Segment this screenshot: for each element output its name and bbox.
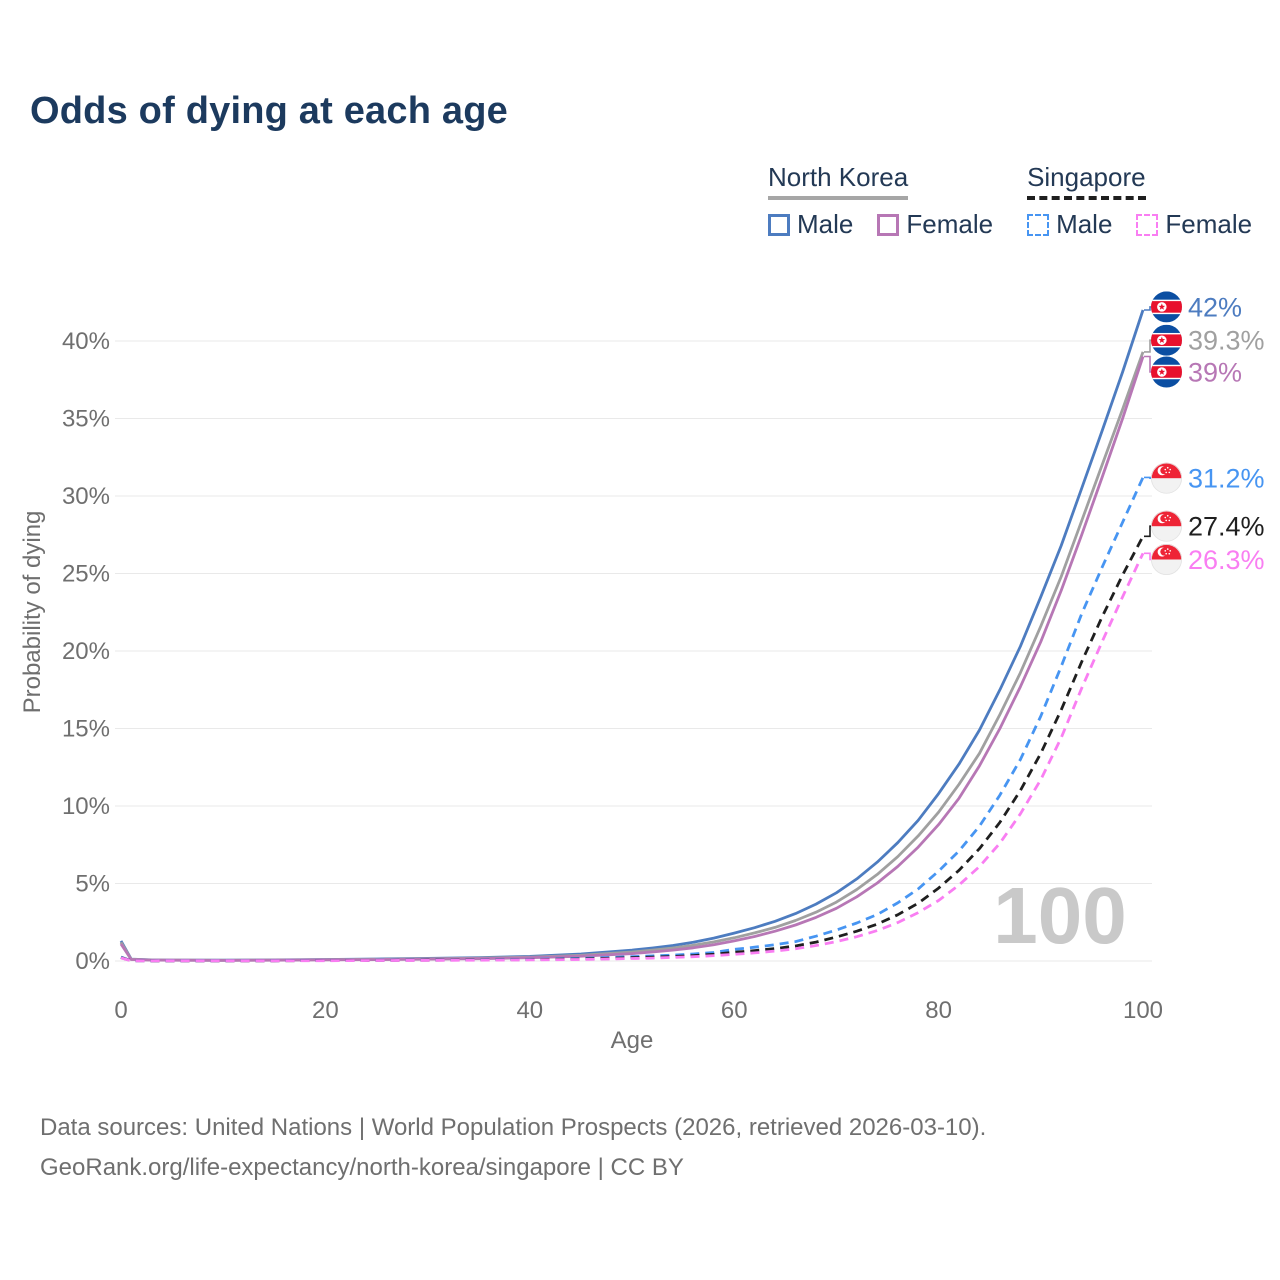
y-tick-label: 30% [62, 483, 110, 510]
end-label-nk-female: 39% [1188, 358, 1242, 388]
attribution-line: GeoRank.org/life-expectancy/north-korea/… [40, 1154, 684, 1181]
x-tick-label: 100 [1123, 997, 1163, 1024]
singapore-flag-icon [1151, 511, 1182, 542]
end-label-sg-total: 27.4% [1188, 512, 1265, 542]
x-tick-label: 20 [312, 997, 339, 1024]
x-axis-title: Age [611, 1027, 654, 1054]
series-line-sg-male[interactable] [120, 476, 1145, 963]
north-korea-female-swatch [877, 213, 900, 236]
legend-item-singapore-female[interactable]: Female [1136, 209, 1252, 240]
legend-label: Male [1056, 209, 1113, 239]
end-label-nk-total: 39.3% [1188, 326, 1265, 356]
series-line-nk-female[interactable] [119, 356, 1145, 962]
north-korea-flag-icon [1151, 291, 1182, 322]
end-label-nk-male: 42% [1188, 292, 1242, 322]
x-tick-label: 60 [721, 997, 748, 1024]
y-tick-label: 15% [62, 716, 110, 743]
series-line-nk-male[interactable] [119, 309, 1145, 962]
x-tick-label: 80 [925, 997, 952, 1024]
page-title: Odds of dying at each age [30, 90, 508, 132]
age-watermark: 100 [993, 871, 1126, 960]
legend-item-singapore-male[interactable]: Male [1027, 209, 1112, 240]
y-axis-title: Probability of dying [19, 511, 46, 714]
x-tick-label: 0 [114, 997, 127, 1024]
legend-country-north-korea: North Korea [768, 162, 909, 200]
y-tick-label: 10% [62, 793, 110, 820]
singapore-female-swatch [1136, 213, 1159, 236]
data-sources-line: Data sources: United Nations | World Pop… [40, 1114, 987, 1141]
end-label-sg-male: 31.2% [1188, 464, 1265, 494]
series-end-labels: 42% 39.3%39% 31.2% 27.4%26.3% [1144, 291, 1265, 575]
legend-group-north-korea: North Korea Male Female [768, 162, 993, 240]
footer: Data sources: United Nations | World Pop… [40, 1108, 986, 1188]
legend: North Korea Male Female Singapore Male F… [768, 162, 1252, 240]
y-axis-tick-labels: 0% 5% 10% 15% 20% 25% 30% 35% 40% [62, 328, 110, 975]
gridlines [115, 340, 1152, 962]
legend-group-singapore: Singapore Male Female [1027, 162, 1252, 240]
singapore-flag-icon [1151, 463, 1182, 494]
y-tick-label: 35% [62, 406, 110, 433]
y-tick-label: 40% [62, 328, 110, 355]
x-tick-label: 40 [516, 997, 543, 1024]
legend-label: Male [797, 209, 854, 239]
legend-item-north-korea-female[interactable]: Female [877, 209, 993, 240]
series-line-nk-total[interactable] [119, 351, 1145, 962]
end-label-sg-female: 26.3% [1188, 545, 1265, 575]
y-tick-label: 25% [62, 561, 110, 588]
y-tick-label: 5% [75, 871, 110, 898]
legend-country-singapore: Singapore [1027, 162, 1146, 200]
series-lines [119, 309, 1145, 963]
singapore-male-swatch [1027, 213, 1050, 236]
legend-item-north-korea-male[interactable]: Male [768, 209, 853, 240]
north-korea-male-swatch [768, 213, 790, 236]
series-line-sg-female[interactable] [120, 552, 1145, 963]
y-tick-label: 20% [62, 638, 110, 665]
x-axis-tick-labels: 0 20 40 60 80 100 [114, 997, 1163, 1024]
y-tick-label: 0% [75, 948, 110, 975]
legend-label: Female [1165, 209, 1253, 239]
legend-label: Female [906, 209, 994, 239]
singapore-flag-icon [1151, 544, 1182, 575]
north-korea-flag-icon [1151, 325, 1182, 356]
north-korea-flag-icon [1151, 357, 1182, 388]
